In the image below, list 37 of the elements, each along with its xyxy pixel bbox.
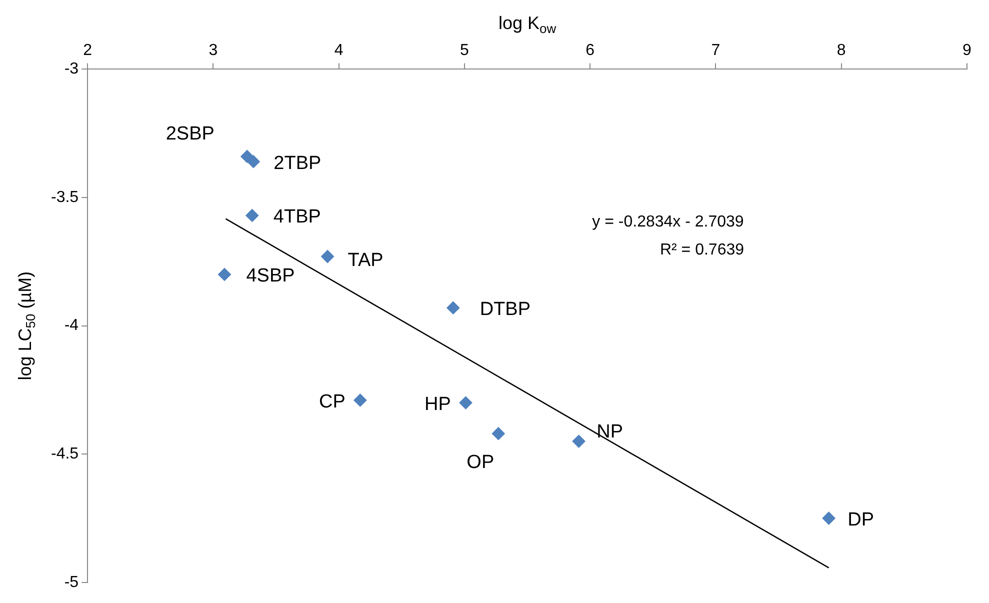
x-tick-label: 7	[711, 42, 720, 60]
x-tick-label: 3	[208, 42, 218, 60]
x-tick-label: 2	[83, 42, 92, 60]
y-tick-label: -3	[64, 60, 79, 78]
annotation: TAP	[348, 250, 384, 271]
annotation: 4TBP	[273, 206, 321, 228]
point	[321, 250, 334, 264]
point	[492, 427, 505, 440]
annotation: R² = 0.7639	[660, 242, 744, 259]
annotation: OP	[466, 452, 494, 473]
point	[246, 155, 260, 168]
point	[459, 396, 472, 410]
annotation: 4SBP	[246, 266, 295, 287]
x-tick-label: 6	[586, 42, 595, 60]
annotation: HP	[424, 394, 451, 416]
annotation: CP	[318, 391, 346, 412]
annotation: NP	[596, 422, 624, 443]
annotation: DP	[848, 509, 874, 530]
point	[354, 394, 367, 407]
y-tick-label: -4.5	[50, 446, 79, 463]
y-tick-label: -5	[64, 574, 79, 591]
y-axis-title: log LC50 (µM)	[14, 271, 38, 380]
y-tick-label: -3.5	[50, 188, 79, 206]
x-tick-label: 9	[962, 42, 972, 60]
annotation: 2SBP	[166, 124, 214, 145]
annotation: 2TBP	[274, 152, 322, 174]
y-tick-label: -4	[64, 317, 79, 334]
point	[246, 208, 259, 222]
point	[446, 301, 460, 314]
x-tick-label: 5	[460, 42, 470, 60]
point	[572, 434, 586, 448]
annotation: DTBP	[480, 299, 531, 320]
point	[822, 512, 836, 525]
point	[218, 268, 232, 281]
annotation: y = -0.2834x - 2.7039	[592, 214, 744, 231]
x-tick-label: 8	[836, 42, 846, 60]
x-tick-label: 4	[334, 42, 344, 60]
